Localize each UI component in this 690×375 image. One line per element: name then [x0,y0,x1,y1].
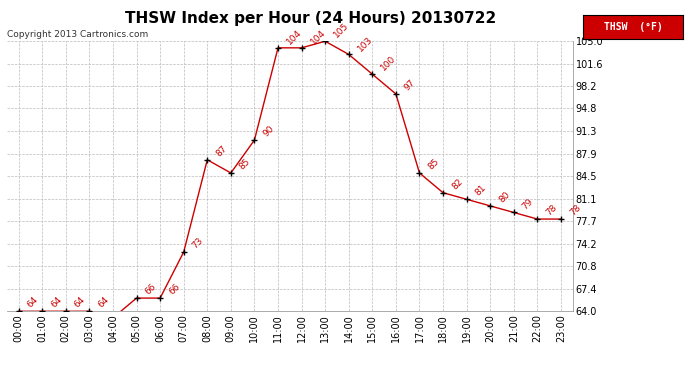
Text: 90: 90 [262,124,276,139]
Text: 105: 105 [332,21,351,40]
Text: 78: 78 [568,203,582,217]
Text: 78: 78 [544,203,559,217]
Text: 66: 66 [144,282,158,297]
Text: 64: 64 [97,296,111,310]
Text: 66: 66 [167,282,181,297]
Text: 100: 100 [380,54,398,73]
Text: 79: 79 [521,196,535,211]
Text: 82: 82 [450,177,464,191]
Text: THSW Index per Hour (24 Hours) 20130722: THSW Index per Hour (24 Hours) 20130722 [125,11,496,26]
Text: 64: 64 [72,296,87,310]
Text: THSW  (°F): THSW (°F) [604,22,662,32]
Text: 64: 64 [49,296,63,310]
Text: 85: 85 [238,157,253,172]
Text: 80: 80 [497,190,511,204]
Text: 63: 63 [0,374,1,375]
Text: Copyright 2013 Cartronics.com: Copyright 2013 Cartronics.com [7,30,148,39]
Text: 81: 81 [473,183,488,198]
Text: 97: 97 [403,78,417,93]
Text: 104: 104 [308,28,327,46]
Text: 73: 73 [190,236,205,250]
Text: 85: 85 [426,157,441,172]
Text: 103: 103 [355,34,374,53]
Text: 64: 64 [26,296,40,310]
Text: 87: 87 [214,144,228,158]
Text: 104: 104 [285,28,304,46]
